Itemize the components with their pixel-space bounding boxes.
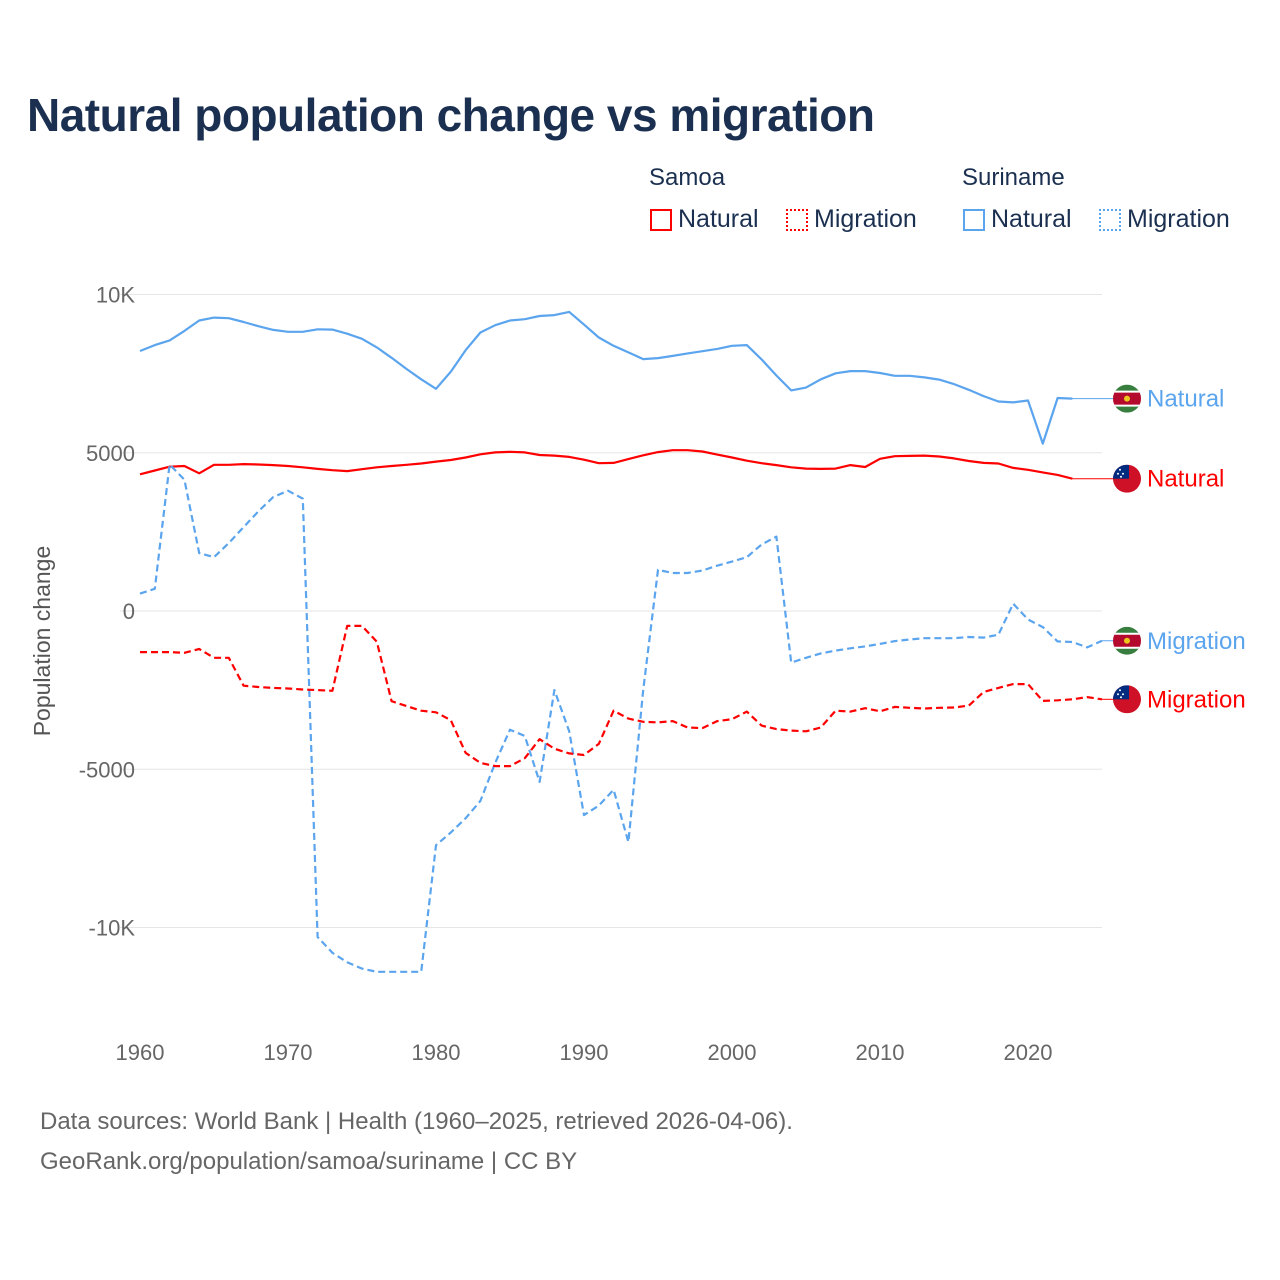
- samoa-flag-icon: [1113, 685, 1141, 714]
- legend-swatch: [786, 208, 808, 231]
- x-tick-label: 2000: [708, 1040, 757, 1065]
- y-tick-label: 10K: [96, 283, 135, 308]
- x-tick-label: 1970: [264, 1040, 313, 1065]
- series-end-label: Migration: [1147, 628, 1246, 655]
- legend-swatch: [963, 208, 985, 231]
- footer-link[interactable]: GeoRank.org/population/samoa/suriname | …: [40, 1148, 578, 1175]
- legend-label: Natural: [678, 205, 759, 233]
- y-tick-label: 5000: [86, 441, 135, 466]
- legend-group-samoa: Samoa: [649, 164, 726, 191]
- chart-title: Natural population change vs migration: [27, 89, 875, 141]
- legend-group-suriname: Suriname: [962, 164, 1065, 191]
- series-line-suriname-natural: [139, 310, 1073, 445]
- legend-suriname-natural[interactable]: Natural: [963, 205, 1072, 234]
- x-tick-label: 1980: [412, 1040, 461, 1065]
- x-tick-label: 2020: [1004, 1040, 1053, 1065]
- legend-label: Natural: [991, 205, 1072, 233]
- x-tick-label: 2010: [856, 1040, 905, 1065]
- x-tick-label: 1990: [560, 1040, 609, 1065]
- series-line-samoa-migration: [140, 624, 1103, 768]
- legend-label: Migration: [1127, 205, 1230, 233]
- series-end-label: Natural: [1147, 466, 1224, 493]
- series-line-samoa-natural: [139, 449, 1073, 480]
- legend-label: Migration: [814, 205, 917, 233]
- y-tick-label: -10K: [89, 916, 136, 941]
- series-end-label: Natural: [1147, 386, 1224, 413]
- suriname-flag-icon: [1113, 384, 1141, 413]
- y-tick-label: -5000: [79, 757, 135, 782]
- y-tick-label: 0: [123, 599, 135, 624]
- suriname-flag-icon: [1113, 626, 1141, 655]
- series-end-label: Migration: [1147, 686, 1246, 713]
- legend-swatch: [1099, 208, 1121, 231]
- x-tick-label: 1960: [116, 1040, 165, 1065]
- legend-swatch: [650, 208, 672, 231]
- legend-samoa-natural[interactable]: Natural: [650, 205, 759, 234]
- legend-samoa-migration[interactable]: Migration: [786, 205, 917, 234]
- legend-suriname-migration[interactable]: Migration: [1099, 205, 1230, 234]
- footer-sources: Data sources: World Bank | Health (1960–…: [40, 1108, 793, 1135]
- y-axis-label: Population change: [29, 546, 55, 737]
- series-line-suriname-migration: [139, 463, 1103, 973]
- samoa-flag-icon: [1113, 464, 1141, 493]
